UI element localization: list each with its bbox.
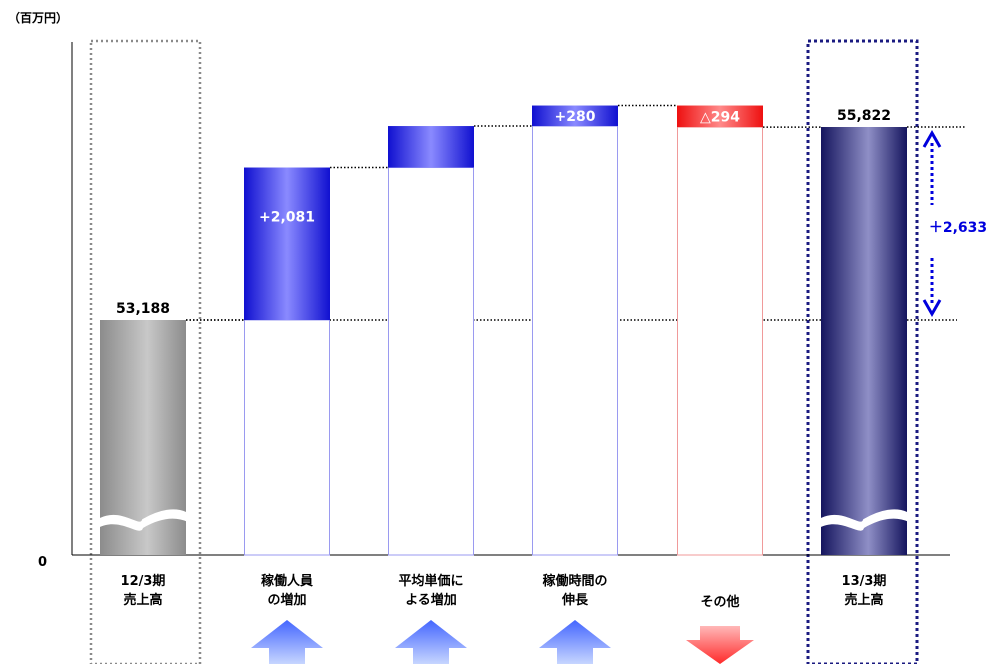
value-labels: 53,188 +2,081 +566 +280 △294 55,822	[116, 108, 891, 317]
end-category-frame	[806, 39, 919, 664]
total-change-marker: ＋2,633	[922, 129, 987, 318]
category-label: 12/3期	[121, 574, 166, 589]
axis-break-line	[820, 509, 908, 524]
arrow-down-head-icon	[922, 299, 942, 318]
unit-label: （百万円）	[8, 10, 68, 25]
bars	[98, 105, 909, 556]
category-label: 売上高	[844, 592, 883, 608]
category-label: 稼働人員	[261, 573, 313, 589]
down-arrow-icon	[686, 626, 754, 664]
axis-break-line	[99, 509, 187, 524]
zero-label: 0	[38, 555, 47, 570]
bar-end-total	[821, 127, 907, 555]
support-outline	[388, 167, 474, 556]
arrow-up-head-icon	[922, 129, 942, 148]
category-label: よる増加	[405, 592, 457, 608]
bar-decrease	[677, 105, 763, 128]
bar-increase	[244, 167, 330, 320]
category-label: その他	[700, 594, 739, 610]
support-outline	[532, 125, 618, 556]
support-outline	[244, 319, 330, 556]
change-label: ＋2,633	[929, 220, 987, 236]
category-label: 伸長	[561, 592, 589, 608]
value-label: 55,822	[837, 108, 891, 124]
value-label: △294	[700, 109, 740, 125]
up-arrow-icon	[395, 620, 467, 664]
value-label: 53,188	[116, 301, 170, 317]
category-label: 売上高	[123, 592, 162, 608]
value-label: +280	[555, 109, 596, 125]
value-label: +566	[411, 168, 452, 184]
up-arrow-icon	[539, 620, 611, 664]
bar-increase	[532, 105, 618, 127]
start-category-frame	[89, 39, 202, 664]
category-label: の増加	[267, 592, 306, 608]
category-label: 平均単価に	[398, 573, 463, 589]
value-label: +2,081	[259, 210, 315, 226]
bar-increase	[388, 126, 474, 168]
up-arrow-icon	[251, 620, 323, 664]
support-outline-decrease	[677, 126, 763, 556]
category-label: 稼働時間の	[542, 573, 607, 589]
category-label: 13/3期	[842, 574, 887, 589]
direction-arrows	[251, 620, 754, 664]
